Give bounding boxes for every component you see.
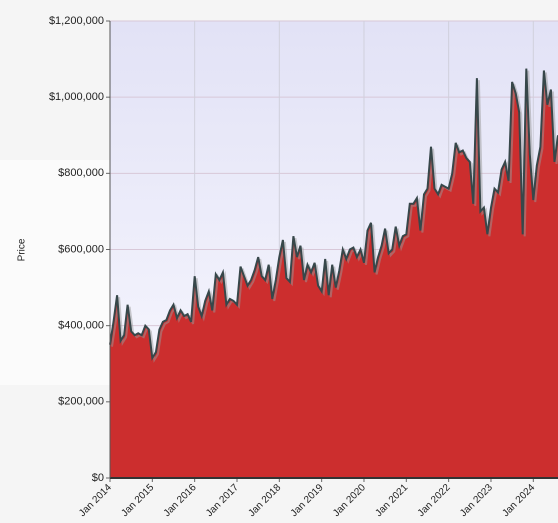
y-tick-label: $0 bbox=[92, 472, 104, 484]
y-tick-label: $1,200,000 bbox=[49, 15, 104, 27]
line bbox=[109, 68, 558, 361]
y-tick-label: $600,000 bbox=[58, 243, 104, 255]
y-tick-label: $800,000 bbox=[58, 167, 104, 179]
line-shadow bbox=[111, 70, 558, 363]
area bbox=[110, 68, 558, 478]
y-tick-label: $200,000 bbox=[58, 396, 104, 408]
y-axis-label: Price bbox=[17, 238, 28, 261]
y-tick-label: $1,000,000 bbox=[49, 91, 104, 103]
y-tick-label: $400,000 bbox=[58, 320, 104, 332]
background-band bbox=[0, 160, 110, 385]
